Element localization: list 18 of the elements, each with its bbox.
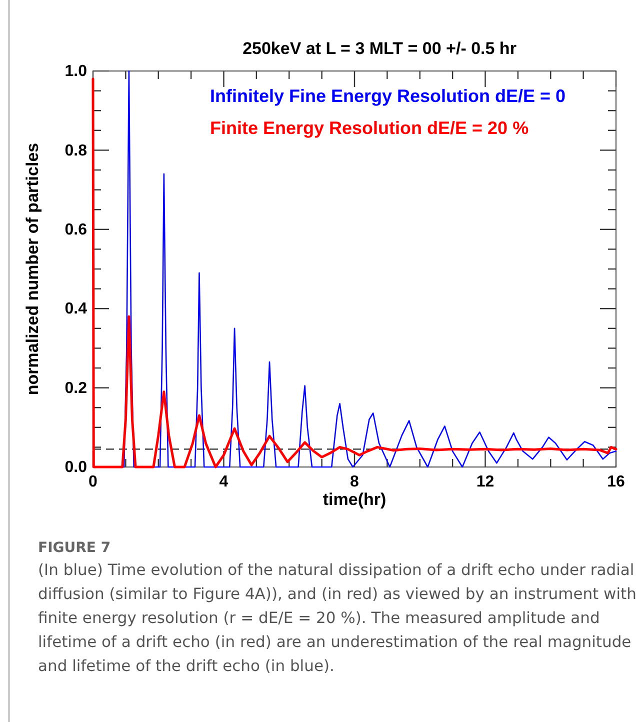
y-tick-label: 1.0 [64, 63, 88, 80]
y-tick-label: 0.2 [64, 380, 88, 397]
text: Finite Energy Resolution dE/E = 20 % [210, 118, 529, 138]
x-tick-label: 4 [219, 473, 228, 490]
x-axis-title: time(hr) [322, 490, 386, 509]
y-tick-label: 0.0 [64, 459, 88, 476]
text: Infinitely Fine Energy Resolution dE/E = 0 [210, 86, 566, 106]
y-tick-label: 0.8 [64, 142, 88, 160]
y-tick-label: 0.4 [64, 300, 88, 318]
x-tick-label: 8 [350, 473, 360, 490]
x-tick-label: 0 [88, 473, 98, 490]
y-axis-title: normalized number of particles [23, 142, 42, 396]
x-tick-label: 16 [607, 473, 625, 490]
x-tick-label: 12 [476, 473, 494, 490]
text: (In blue) Time evolution of the natural dissipation of a drift echo under radial diffusion (similar to Figure 4A)), and (in red) as viewed by an instrument with finite energy resolution (r = dE/E = 20 %). The measured amplitude and lifetime of a drift echo (in red) are an underestimation of the real magnitude and lifetime of the drift echo (in blue). [38, 560, 638, 677]
y-tick-label: 0.6 [64, 222, 88, 239]
chart-title: 250keV at L = 3 MLT = 00 +/- 0.5 hr [242, 39, 517, 58]
caption: FIGURE 7 [38, 540, 112, 556]
